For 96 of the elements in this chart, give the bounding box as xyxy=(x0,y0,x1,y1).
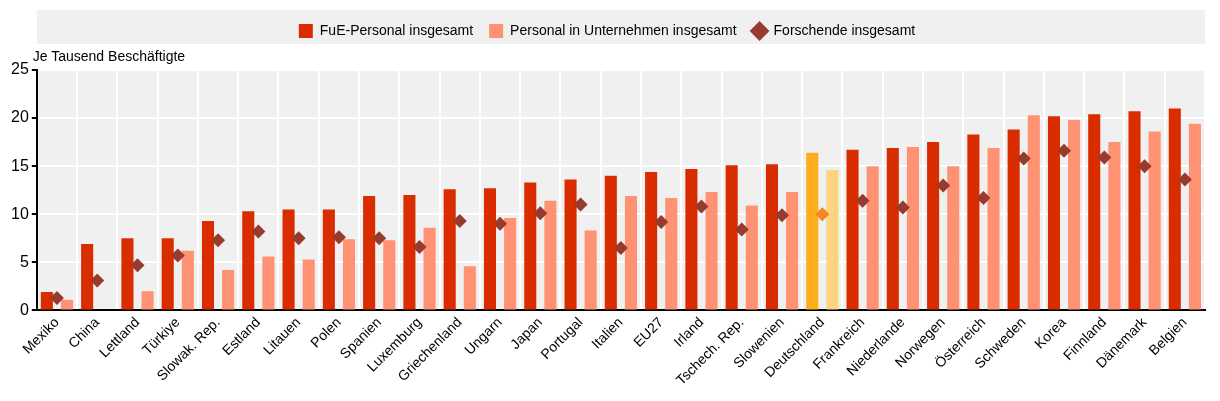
bar xyxy=(1068,120,1081,310)
bar xyxy=(201,220,215,310)
bar xyxy=(906,146,919,310)
bar xyxy=(826,170,839,310)
bar xyxy=(363,195,376,310)
bar xyxy=(645,171,658,310)
bar xyxy=(423,227,436,310)
point xyxy=(251,224,266,239)
bar xyxy=(443,189,456,310)
bar xyxy=(342,239,356,310)
bar xyxy=(282,209,295,310)
point xyxy=(775,208,790,223)
point xyxy=(1016,151,1031,166)
legend-label: Personal in Unternehmen insgesamt xyxy=(510,21,737,38)
point xyxy=(90,273,105,288)
bar xyxy=(40,292,53,310)
point xyxy=(1057,143,1072,158)
bar xyxy=(745,205,758,310)
point xyxy=(533,206,548,221)
point xyxy=(573,197,588,212)
bar xyxy=(967,134,980,310)
point xyxy=(815,207,830,222)
point xyxy=(493,216,508,231)
bar xyxy=(302,259,315,310)
bar xyxy=(1108,142,1121,310)
point xyxy=(412,239,427,254)
point xyxy=(1177,172,1192,187)
bar xyxy=(665,197,678,310)
point xyxy=(291,231,306,246)
bar xyxy=(1007,129,1020,310)
y-tick-label: 15 xyxy=(11,156,29,174)
bar xyxy=(60,299,74,310)
y-tick-label: 10 xyxy=(11,204,29,222)
bar xyxy=(786,192,799,310)
bar xyxy=(222,270,235,310)
legend-label: FuE-Personal insgesamt xyxy=(319,21,474,38)
y-tick-label: 20 xyxy=(11,108,29,126)
point xyxy=(211,233,226,248)
bar xyxy=(383,240,396,310)
bar xyxy=(463,266,476,310)
bar xyxy=(181,250,194,310)
bar xyxy=(1088,114,1101,310)
bar xyxy=(141,291,154,310)
bar xyxy=(544,200,557,310)
bar xyxy=(564,179,577,310)
bar xyxy=(1027,115,1040,310)
y-axis-title: Je Tausend Beschäftigte xyxy=(32,47,186,64)
bar xyxy=(242,211,255,310)
point xyxy=(170,248,185,263)
y-tick-label: 5 xyxy=(19,252,29,270)
bar xyxy=(725,165,738,310)
bar xyxy=(161,238,174,310)
point xyxy=(936,178,951,193)
bar xyxy=(1168,108,1181,310)
bar xyxy=(1148,131,1161,310)
bar xyxy=(927,142,940,310)
point xyxy=(855,193,870,208)
bar xyxy=(403,195,416,310)
point xyxy=(1137,159,1152,174)
bar xyxy=(846,149,859,310)
bar xyxy=(886,147,899,310)
bar xyxy=(584,230,597,310)
bar xyxy=(1047,116,1060,310)
legend-label: Forschende insgesamt xyxy=(773,21,916,38)
point xyxy=(1097,150,1112,165)
bar xyxy=(121,238,134,310)
bar xyxy=(705,192,718,310)
point xyxy=(130,258,145,273)
point xyxy=(372,231,387,246)
bar xyxy=(604,175,617,310)
bar xyxy=(483,188,497,310)
bar xyxy=(987,147,1000,310)
bar xyxy=(765,164,778,310)
point xyxy=(654,214,669,229)
bar xyxy=(947,166,960,310)
bar xyxy=(685,169,698,310)
point xyxy=(976,190,991,205)
bar xyxy=(322,209,335,310)
bar xyxy=(504,218,517,310)
bar xyxy=(524,182,537,310)
point xyxy=(734,222,749,237)
bar xyxy=(1128,111,1141,310)
bar xyxy=(81,244,94,310)
point xyxy=(452,213,467,228)
bar xyxy=(624,195,638,310)
point xyxy=(613,240,628,255)
y-tick-label: 25 xyxy=(11,60,29,78)
point xyxy=(694,199,709,214)
bar xyxy=(806,152,819,310)
y-tick-label: 0 xyxy=(19,300,29,318)
bar xyxy=(1188,123,1201,310)
bar xyxy=(262,256,275,310)
point xyxy=(895,200,910,215)
bar xyxy=(866,166,879,310)
point xyxy=(331,230,346,245)
point xyxy=(49,290,64,305)
